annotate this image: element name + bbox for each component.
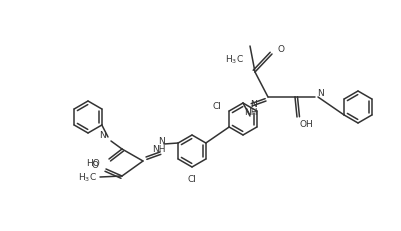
Text: HO: HO <box>86 158 100 167</box>
Text: O: O <box>277 45 284 54</box>
Text: N: N <box>158 136 165 145</box>
Text: Cl: Cl <box>187 175 196 184</box>
Text: H$_3$C: H$_3$C <box>78 171 97 183</box>
Text: O: O <box>92 160 99 169</box>
Text: N: N <box>99 130 106 139</box>
Text: N: N <box>316 89 323 98</box>
Text: NH: NH <box>244 108 257 117</box>
Text: OH: OH <box>299 120 313 129</box>
Text: Cl: Cl <box>212 102 221 111</box>
Text: N: N <box>250 100 257 109</box>
Text: H$_3$C: H$_3$C <box>225 54 243 66</box>
Text: NH: NH <box>152 144 165 153</box>
